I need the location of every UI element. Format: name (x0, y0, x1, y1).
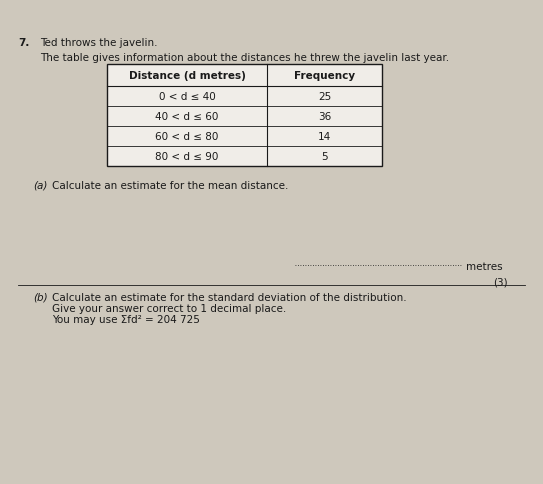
Text: 60 < d ≤ 80: 60 < d ≤ 80 (155, 132, 219, 142)
Text: 80 < d ≤ 90: 80 < d ≤ 90 (155, 151, 219, 162)
Text: Ted throws the javelin.: Ted throws the javelin. (40, 38, 157, 48)
Bar (107, 65, 382, 166)
Text: Calculate an estimate for the standard deviation of the distribution.: Calculate an estimate for the standard d… (52, 292, 407, 302)
Text: (3): (3) (494, 277, 508, 287)
Text: The table gives information about the distances he threw the javelin last year.: The table gives information about the di… (40, 53, 449, 63)
Text: Give your answer correct to 1 decimal place.: Give your answer correct to 1 decimal pl… (52, 303, 286, 313)
Text: 40 < d ≤ 60: 40 < d ≤ 60 (155, 112, 219, 122)
Text: You may use Σfd² = 204 725: You may use Σfd² = 204 725 (52, 314, 200, 324)
Text: Distance (d metres): Distance (d metres) (129, 71, 245, 81)
Text: (b): (b) (33, 292, 48, 302)
Text: metres: metres (466, 261, 503, 272)
Text: 25: 25 (318, 92, 331, 102)
Text: 5: 5 (321, 151, 328, 162)
Text: 7.: 7. (18, 38, 29, 48)
Text: Calculate an estimate for the mean distance.: Calculate an estimate for the mean dista… (52, 181, 288, 191)
Text: 14: 14 (318, 132, 331, 142)
Text: Frequency: Frequency (294, 71, 355, 81)
Text: (a): (a) (33, 181, 47, 191)
Text: 0 < d ≤ 40: 0 < d ≤ 40 (159, 92, 216, 102)
Text: 36: 36 (318, 112, 331, 122)
